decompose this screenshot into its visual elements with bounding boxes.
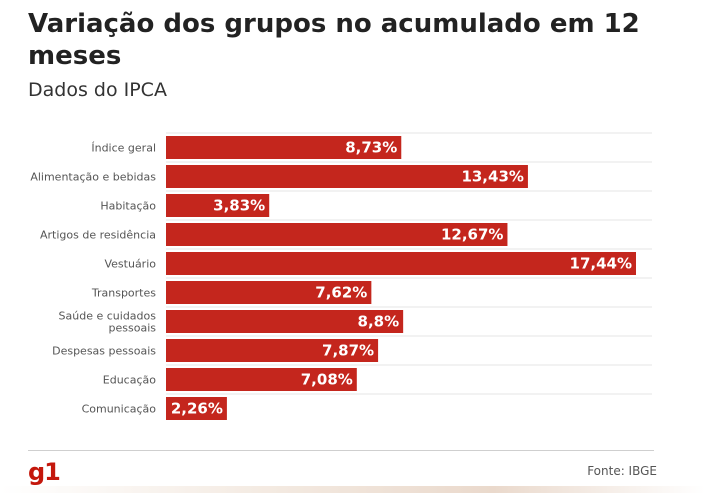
- bar: [166, 397, 227, 420]
- bar: [166, 310, 404, 333]
- footer-divider: [28, 450, 654, 451]
- category-label: Despesas pessoais: [52, 345, 156, 358]
- data-label: 2,26%: [171, 400, 223, 418]
- g1-logo: g1: [28, 458, 61, 486]
- category-label: Índice geral: [91, 142, 156, 155]
- category-label: Educação: [103, 374, 156, 387]
- category-label: Artigos de residência: [40, 229, 156, 242]
- bottom-strip: [0, 486, 705, 493]
- category-label: Transportes: [91, 287, 156, 300]
- data-label: 7,08%: [301, 371, 353, 389]
- data-label: 8,73%: [345, 139, 397, 157]
- data-label: 8,8%: [358, 313, 400, 331]
- data-label: 12,67%: [441, 226, 503, 244]
- bar: [166, 165, 528, 188]
- bar: [166, 281, 372, 304]
- bar: [166, 368, 357, 391]
- category-label: Alimentação e bebidas: [30, 171, 156, 184]
- bar: [166, 194, 270, 217]
- data-label: 13,43%: [461, 168, 523, 186]
- data-label: 7,62%: [315, 284, 367, 302]
- category-label: Comunicação: [82, 403, 157, 416]
- chart-title: Variação dos grupos no acumulado em 12 m…: [28, 9, 640, 71]
- category-label: Habitação: [100, 200, 156, 213]
- data-label: 7,87%: [322, 342, 374, 360]
- category-label: Saúde e cuidados pessoais: [59, 310, 157, 335]
- data-label: 17,44%: [570, 255, 632, 273]
- bar: [166, 252, 636, 275]
- data-label: 3,83%: [213, 197, 265, 215]
- source-label: Fonte: IBGE: [587, 464, 657, 478]
- category-label: Vestuário: [104, 258, 156, 271]
- bar: [166, 136, 402, 159]
- bar: [166, 339, 379, 362]
- chart-subtitle: Dados do IPCA: [28, 79, 167, 101]
- bar: [166, 223, 508, 246]
